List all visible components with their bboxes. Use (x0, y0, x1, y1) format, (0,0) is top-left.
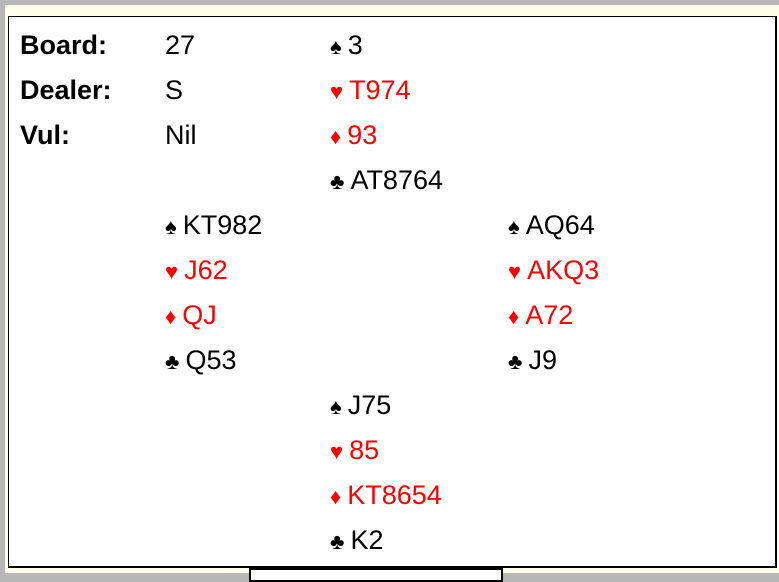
board-label: Board: (20, 30, 107, 60)
club-icon: ♣ (165, 349, 180, 374)
south-hearts: ♥ 85 (330, 435, 379, 467)
holding: QJ (182, 300, 217, 330)
lower-panel (249, 568, 503, 582)
club-icon: ♣ (330, 169, 345, 194)
board-number: 27 (165, 30, 196, 60)
club-icon: ♣ (330, 529, 345, 554)
diamond-icon: ♦ (165, 304, 177, 329)
west-clubs: ♣ Q53 (165, 345, 236, 377)
diamond-icon: ♦ (508, 304, 520, 329)
holding: KT982 (182, 210, 263, 240)
deal-diagram: Board: 27 Dealer: S Vul: Nil ♠ 3 ♥ T974 ♦ 93 ♣… (8, 16, 777, 568)
east-hearts: ♥ AKQ3 (508, 255, 599, 287)
north-diamonds: ♦ 93 (330, 120, 377, 152)
holding: AQ64 (525, 210, 595, 240)
holding: K2 (350, 525, 384, 555)
holding: KT8654 (347, 480, 442, 510)
heart-icon: ♥ (330, 79, 344, 104)
holding: Q53 (185, 345, 237, 375)
west-diamonds: ♦ QJ (165, 300, 217, 332)
holding: J62 (184, 255, 228, 285)
vul-value: Nil (165, 120, 197, 150)
spade-icon: ♠ (330, 34, 342, 59)
spade-icon: ♠ (165, 214, 177, 239)
east-diamonds: ♦ A72 (508, 300, 573, 332)
spade-icon: ♠ (508, 214, 520, 239)
holding: T974 (349, 75, 411, 105)
holding: 3 (347, 30, 363, 60)
dealer-value: S (165, 75, 184, 105)
south-diamonds: ♦ KT8654 (330, 480, 442, 512)
heart-icon: ♥ (508, 259, 522, 284)
north-hearts: ♥ T974 (330, 75, 411, 107)
holding: AT8764 (350, 165, 443, 195)
holding: A72 (525, 300, 574, 330)
diamond-icon: ♦ (330, 484, 342, 509)
south-spades: ♠ J75 (330, 390, 391, 422)
vul-label: Vul: (20, 120, 70, 150)
east-spades: ♠ AQ64 (508, 210, 595, 242)
west-spades: ♠ KT982 (165, 210, 262, 242)
dealer-label: Dealer: (20, 75, 112, 105)
west-hearts: ♥ J62 (165, 255, 228, 287)
north-clubs: ♣ AT8764 (330, 165, 443, 197)
holding: J9 (528, 345, 557, 375)
south-clubs: ♣ K2 (330, 525, 383, 557)
holding: J75 (347, 390, 392, 420)
heart-icon: ♥ (330, 439, 344, 464)
heart-icon: ♥ (165, 259, 179, 284)
holding: 93 (347, 120, 378, 150)
east-clubs: ♣ J9 (508, 345, 557, 377)
diamond-icon: ♦ (330, 124, 342, 149)
club-icon: ♣ (508, 349, 523, 374)
holding: 85 (349, 435, 380, 465)
holding: AKQ3 (527, 255, 600, 285)
north-spades: ♠ 3 (330, 30, 363, 62)
spade-icon: ♠ (330, 394, 342, 419)
